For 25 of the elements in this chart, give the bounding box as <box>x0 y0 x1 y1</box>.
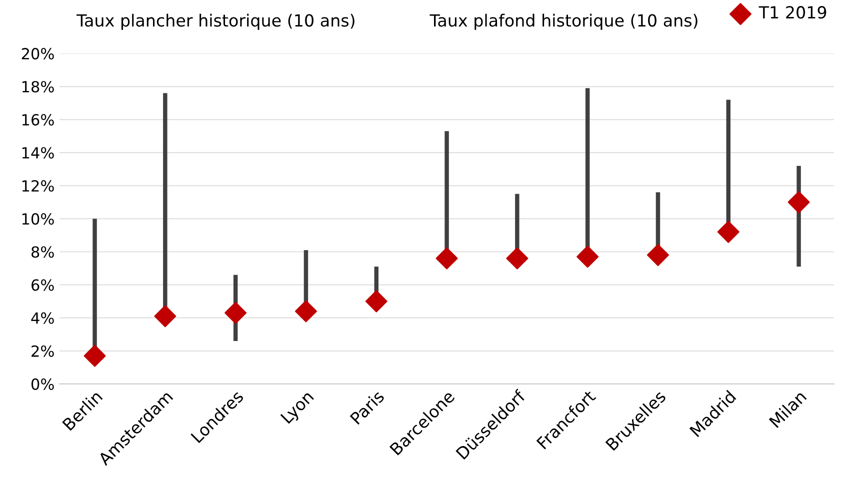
y-tick-label: 6% <box>32 279 54 291</box>
text: Taux plancher historique (10 ans) <box>76 14 354 30</box>
y-tick-label: 18% <box>22 80 54 93</box>
point <box>365 290 388 312</box>
y-tick-label: 0% <box>31 378 54 390</box>
point <box>84 344 106 367</box>
text: Taux plafond historique (10 ans) <box>430 14 698 30</box>
y-tick-label: 2% <box>32 345 54 357</box>
point <box>506 247 528 270</box>
point <box>294 300 317 322</box>
point <box>788 191 810 214</box>
point <box>224 302 247 324</box>
legend-label: T1 2019 <box>758 6 826 19</box>
point <box>646 244 669 266</box>
point <box>154 305 176 328</box>
y-tick-label: 8% <box>32 246 54 258</box>
y-tick-label: 20% <box>22 48 54 60</box>
point <box>436 247 458 270</box>
y-tick-label: 10% <box>22 213 54 225</box>
y-tick-label: 14% <box>22 147 54 159</box>
point <box>576 246 599 268</box>
y-tick-label: 16% <box>22 114 54 126</box>
y-tick-label: 12% <box>22 180 54 192</box>
y-tick-label: 4% <box>31 312 54 324</box>
point <box>717 220 740 243</box>
